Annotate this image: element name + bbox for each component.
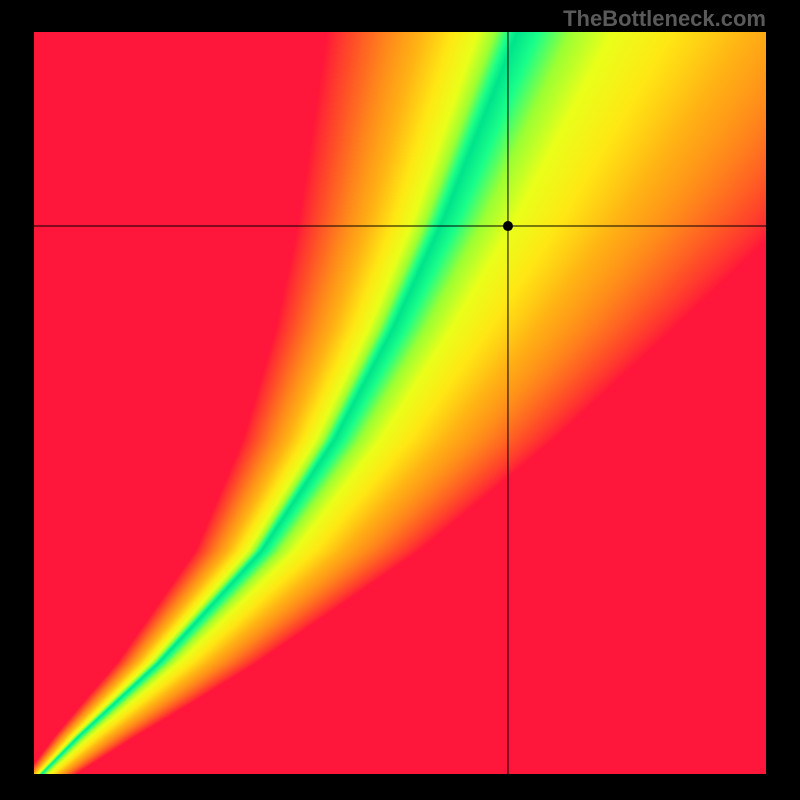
bottleneck-heatmap (34, 32, 766, 774)
chart-container: TheBottleneck.com (0, 0, 800, 800)
watermark-text: TheBottleneck.com (563, 6, 766, 32)
